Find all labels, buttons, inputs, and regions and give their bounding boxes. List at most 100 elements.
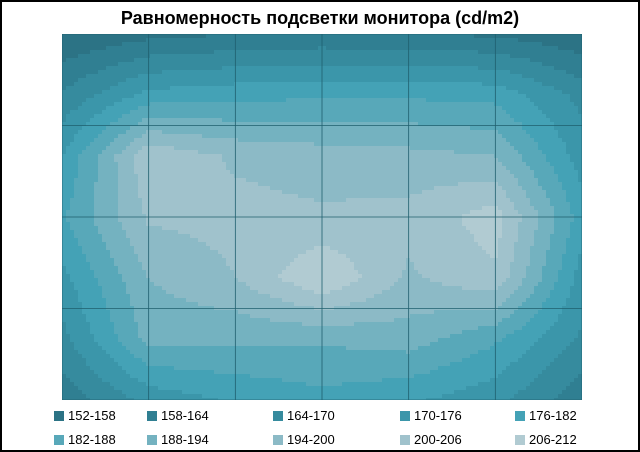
heat-cell — [402, 126, 407, 131]
heat-cell — [486, 54, 491, 59]
heat-cell — [214, 126, 219, 131]
heat-cell — [174, 178, 179, 183]
heat-cell — [326, 38, 331, 43]
heat-cell — [558, 66, 563, 71]
heat-cell — [62, 134, 67, 139]
heat-cell — [74, 82, 79, 87]
heat-cell — [350, 182, 355, 187]
heat-cell — [458, 170, 463, 175]
heat-cell — [206, 170, 211, 175]
heat-cell — [522, 42, 527, 47]
heat-cell — [386, 154, 391, 159]
heat-cell — [510, 142, 515, 147]
heat-cell — [166, 178, 171, 183]
heat-cell — [370, 58, 375, 63]
heat-cell — [158, 102, 163, 107]
heat-cell — [446, 150, 451, 155]
heat-cell — [254, 142, 259, 147]
heat-cell — [298, 50, 303, 55]
heat-cell — [462, 130, 467, 135]
heat-cell — [542, 66, 547, 71]
heat-cell — [474, 110, 479, 115]
heat-cell — [434, 146, 439, 151]
heat-cell — [334, 138, 339, 143]
heat-cell — [218, 78, 223, 83]
heat-cell — [138, 62, 143, 67]
heat-cell — [134, 90, 139, 95]
heat-cell — [90, 46, 95, 51]
heat-cell — [94, 186, 99, 191]
heat-cell — [210, 106, 215, 111]
heat-cell — [166, 70, 171, 75]
heat-cell — [246, 98, 251, 103]
heat-cell — [506, 126, 511, 131]
heat-cell — [458, 114, 463, 119]
heat-cell — [274, 154, 279, 159]
heat-cell — [154, 82, 159, 87]
heat-cell — [170, 54, 175, 59]
heat-cell — [382, 174, 387, 179]
heat-cell — [262, 94, 267, 99]
heat-cell — [266, 114, 271, 119]
heat-cell — [574, 50, 579, 55]
heat-cell — [310, 74, 315, 79]
heat-cell — [414, 90, 419, 95]
heat-cell — [146, 130, 151, 135]
heat-cell — [550, 50, 555, 55]
heat-cell — [262, 54, 267, 59]
heat-cell — [110, 182, 115, 187]
heat-cell — [406, 94, 411, 99]
heat-cell — [110, 186, 115, 191]
heat-cell — [494, 90, 499, 95]
heat-cell — [290, 154, 295, 159]
heat-cell — [206, 158, 211, 163]
heat-cell — [442, 142, 447, 147]
heat-cell — [402, 130, 407, 135]
heat-cell — [186, 86, 191, 91]
heat-cell — [374, 74, 379, 79]
heat-cell — [562, 122, 567, 127]
heat-cell — [558, 166, 563, 171]
heat-cell — [474, 142, 479, 147]
heat-cell — [74, 74, 79, 79]
heat-cell — [366, 38, 371, 43]
heat-cell — [62, 50, 67, 55]
heat-cell — [70, 170, 75, 175]
heat-cell — [258, 50, 263, 55]
heat-cell — [70, 78, 75, 83]
heat-cell — [398, 42, 403, 47]
heat-cell — [450, 82, 455, 87]
heat-cell — [578, 34, 582, 39]
heat-cell — [486, 130, 491, 135]
heat-cell — [358, 66, 363, 71]
heat-cell — [450, 178, 455, 183]
heat-cell — [110, 158, 115, 163]
heat-cell — [430, 94, 435, 99]
heat-cell — [402, 34, 407, 39]
heat-cell — [198, 178, 203, 183]
heat-cell — [358, 102, 363, 107]
heat-cell — [162, 178, 167, 183]
heat-cell — [122, 50, 127, 55]
heat-cell — [574, 102, 579, 107]
heat-cell — [230, 90, 235, 95]
heat-cell — [194, 58, 199, 63]
heat-cell — [442, 182, 447, 187]
heat-cell — [262, 90, 267, 95]
heat-cell — [70, 38, 75, 43]
heat-cell — [94, 118, 99, 123]
heat-cell — [446, 162, 451, 167]
heat-cell — [434, 94, 439, 99]
heat-cell — [350, 82, 355, 87]
heat-cell — [166, 106, 171, 111]
heat-cell — [374, 154, 379, 159]
heat-cell — [174, 154, 179, 159]
heat-cell — [326, 42, 331, 47]
heat-cell — [142, 162, 147, 167]
heat-cell — [310, 46, 315, 51]
heat-cell — [298, 74, 303, 79]
heat-cell — [226, 62, 231, 67]
heat-cell — [66, 130, 71, 135]
heat-cell — [162, 70, 167, 75]
heat-cell — [166, 166, 171, 171]
